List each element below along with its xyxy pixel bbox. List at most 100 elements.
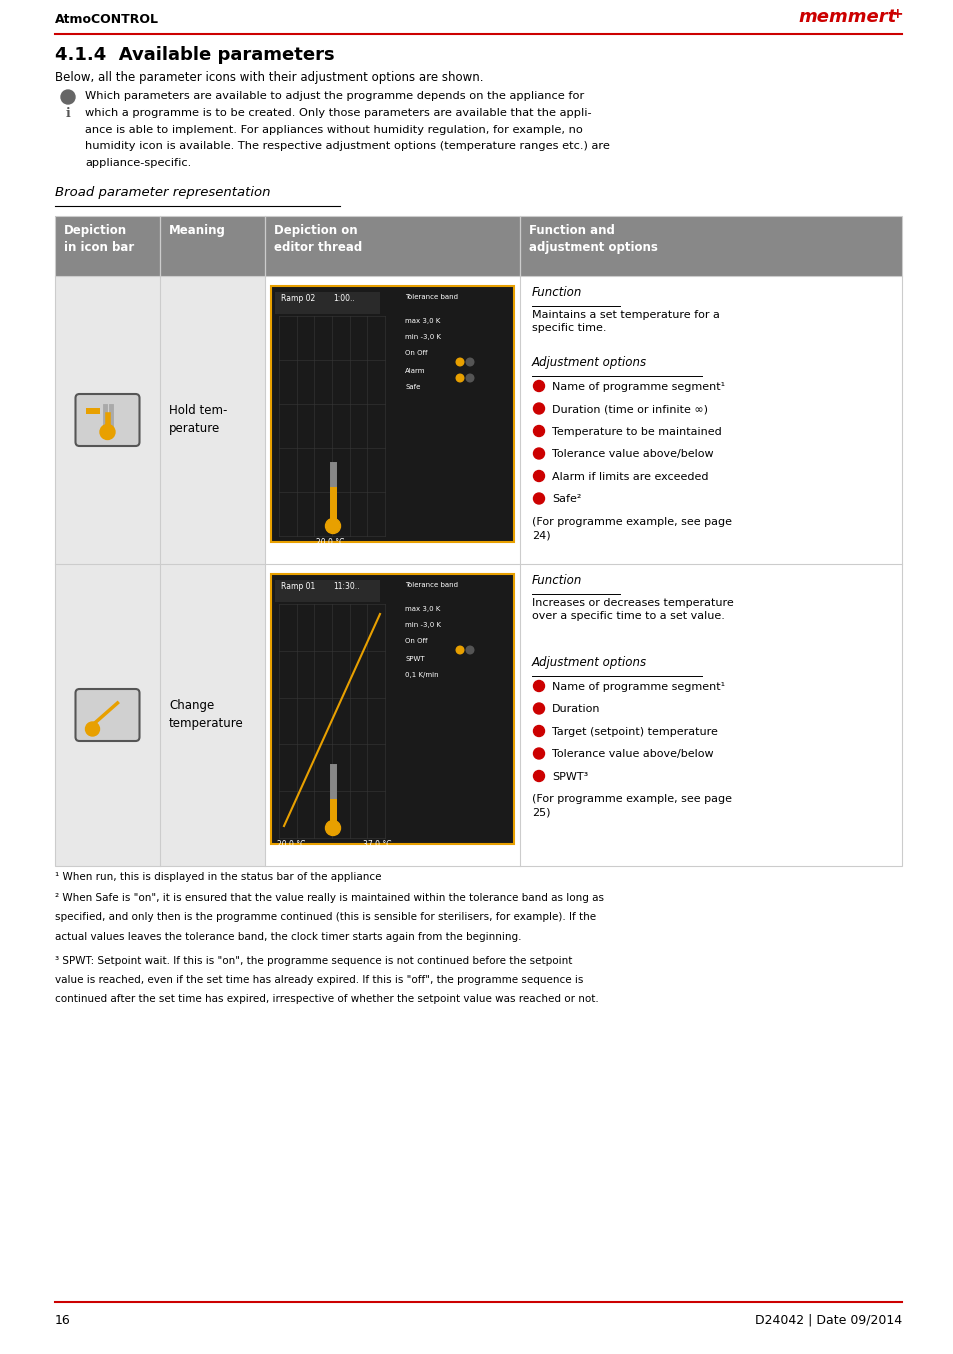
FancyBboxPatch shape [274,580,379,603]
FancyBboxPatch shape [55,565,160,867]
Text: D24042 | Date 09/2014: D24042 | Date 09/2014 [754,1313,901,1327]
Text: 4.1.4  Available parameters: 4.1.4 Available parameters [55,46,335,64]
Circle shape [100,425,115,440]
Text: Which parameters are available to adjust the programme depends on the appliance : Which parameters are available to adjust… [85,91,583,102]
Text: 37,0 °C: 37,0 °C [362,839,391,849]
Text: Adjustment options: Adjustment options [532,356,646,370]
Text: Target (setpoint) temperature: Target (setpoint) temperature [552,727,717,737]
Text: AtmoCONTROL: AtmoCONTROL [55,14,159,26]
Text: Name of programme segment¹: Name of programme segment¹ [552,682,724,692]
Text: Ramp 01: Ramp 01 [281,582,314,590]
FancyBboxPatch shape [519,565,901,867]
Text: Alarm if limits are exceeded: Alarm if limits are exceeded [552,473,708,482]
FancyBboxPatch shape [75,689,139,741]
FancyBboxPatch shape [86,409,99,414]
Circle shape [533,448,544,459]
Text: ¹ When run, this is displayed in the status bar of the appliance: ¹ When run, this is displayed in the sta… [55,872,381,881]
Circle shape [533,403,544,414]
Text: ³ SPWT: Setpoint wait. If this is "on", the programme sequence is not continued : ³ SPWT: Setpoint wait. If this is "on", … [55,956,572,965]
Circle shape [466,646,474,654]
Text: Broad parameter representation: Broad parameter representation [55,185,271,199]
Text: which a programme is to be created. Only those parameters are available that the: which a programme is to be created. Only… [85,108,591,118]
Text: i: i [66,107,71,121]
Text: Depiction on
editor thread: Depiction on editor thread [274,223,362,255]
Text: Safe²: Safe² [552,494,580,505]
Text: On Off: On Off [405,638,427,645]
Text: 16: 16 [55,1313,71,1327]
Text: 1:00..: 1:00.. [333,294,355,303]
Text: Duration (time or infinite ∞): Duration (time or infinite ∞) [552,405,707,414]
Circle shape [533,703,544,714]
Circle shape [456,374,463,382]
Text: min -3,0 K: min -3,0 K [405,334,440,340]
Text: On Off: On Off [405,349,427,356]
Circle shape [86,722,99,737]
Text: Function: Function [532,574,581,588]
Circle shape [533,380,544,391]
Circle shape [533,425,544,436]
Circle shape [325,519,340,533]
Text: SPWT: SPWT [405,655,424,662]
Text: Depiction
in icon bar: Depiction in icon bar [64,223,134,255]
FancyBboxPatch shape [271,286,514,542]
Circle shape [456,359,463,366]
Circle shape [533,726,544,737]
Text: Safe: Safe [405,385,420,390]
FancyBboxPatch shape [271,574,514,844]
Text: appliance-specific.: appliance-specific. [85,158,191,168]
Text: Function and
adjustment options: Function and adjustment options [529,223,658,255]
Circle shape [456,646,463,654]
FancyBboxPatch shape [160,565,265,867]
FancyBboxPatch shape [55,217,901,276]
Text: max 3,0 K: max 3,0 K [405,318,440,324]
Text: 11:30..: 11:30.. [333,582,359,590]
Text: Hold tem-
perature: Hold tem- perature [169,405,227,436]
Text: Temperature to be maintained: Temperature to be maintained [552,427,721,437]
Circle shape [533,470,544,482]
Text: Tolerance value above/below: Tolerance value above/below [552,450,713,459]
Text: 20,0 °C: 20,0 °C [276,839,305,849]
Text: Tolerance band: Tolerance band [405,294,457,301]
Circle shape [533,493,544,504]
Text: min -3,0 K: min -3,0 K [405,621,440,628]
FancyBboxPatch shape [519,276,901,565]
Text: Tolerance band: Tolerance band [405,582,457,588]
Text: max 3,0 K: max 3,0 K [405,607,440,612]
Text: 0,1 K/min: 0,1 K/min [405,672,438,678]
Circle shape [533,747,544,760]
FancyBboxPatch shape [274,292,379,314]
Text: actual values leaves the tolerance band, the clock timer starts again from the b: actual values leaves the tolerance band,… [55,932,521,942]
FancyBboxPatch shape [265,276,519,565]
Circle shape [466,359,474,366]
Text: Adjustment options: Adjustment options [532,655,646,669]
Text: SPWT³: SPWT³ [552,772,588,783]
Text: Tolerance value above/below: Tolerance value above/below [552,750,713,760]
Text: +: + [890,7,902,22]
FancyBboxPatch shape [160,276,265,565]
Text: memmert: memmert [798,8,896,26]
Text: continued after the set time has expired, irrespective of whether the setpoint v: continued after the set time has expired… [55,994,598,1005]
Text: Ramp 02: Ramp 02 [281,294,314,303]
Text: (For programme example, see page
25): (For programme example, see page 25) [532,795,731,818]
Text: Below, all the parameter icons with their adjustment options are shown.: Below, all the parameter icons with thei… [55,70,483,84]
Text: ² When Safe is "on", it is ensured that the value really is maintained within th: ² When Safe is "on", it is ensured that … [55,894,603,903]
Text: Alarm: Alarm [405,368,425,374]
Text: 20,0 °C: 20,0 °C [315,538,344,547]
Text: Function: Function [532,286,581,299]
FancyBboxPatch shape [75,394,139,445]
Text: ance is able to implement. For appliances without humidity regulation, for examp: ance is able to implement. For appliance… [85,125,582,134]
Circle shape [466,374,474,382]
Text: Name of programme segment¹: Name of programme segment¹ [552,382,724,393]
Text: specified, and only then is the programme continued (this is sensible for steril: specified, and only then is the programm… [55,913,596,922]
Text: Change
temperature: Change temperature [169,700,244,731]
Text: Increases or decreases temperature
over a specific time to a set value.: Increases or decreases temperature over … [532,598,733,621]
Circle shape [533,681,544,692]
Text: Duration: Duration [552,704,599,715]
Circle shape [533,770,544,781]
FancyBboxPatch shape [55,276,160,565]
Text: humidity icon is available. The respective adjustment options (temperature range: humidity icon is available. The respecti… [85,141,609,152]
Text: Maintains a set temperature for a
specific time.: Maintains a set temperature for a specif… [532,310,720,333]
Text: Meaning: Meaning [169,223,226,237]
Text: (For programme example, see page
24): (For programme example, see page 24) [532,517,731,540]
Circle shape [61,89,75,104]
